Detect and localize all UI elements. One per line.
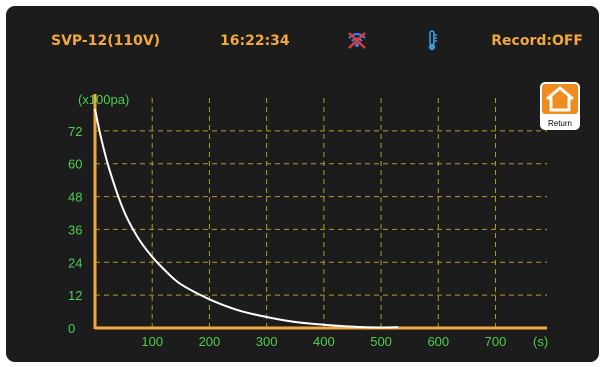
y-tick-label: 24 <box>68 255 82 270</box>
device-screen: SVP-12(110V) 16:22:34 Record:OFF 72 60 48 3… <box>6 6 599 362</box>
return-button-label: Return <box>540 119 580 128</box>
x-tick-label: 700 <box>485 334 507 349</box>
chart-axes <box>95 94 547 329</box>
y-tick-label: 36 <box>68 222 82 237</box>
x-tick-label: 100 <box>141 334 163 349</box>
home-icon <box>542 84 578 114</box>
x-tick-label: 200 <box>199 334 221 349</box>
x-tick-label: 400 <box>313 334 335 349</box>
y-axis-label: (x100pa) <box>78 92 129 107</box>
x-tick-label: 500 <box>370 334 392 349</box>
y-tick-label: 72 <box>68 124 82 139</box>
x-axis-ticks: 100 200 300 400 500 600 700 <box>141 334 506 349</box>
x-tick-label: 600 <box>427 334 449 349</box>
y-tick-label: 48 <box>68 190 82 205</box>
return-button[interactable]: Return <box>540 82 580 130</box>
x-tick-label: 300 <box>256 334 278 349</box>
y-tick-label: 60 <box>68 157 82 172</box>
y-tick-label: 12 <box>68 288 82 303</box>
pressure-chart: 72 60 48 36 24 12 0 100 200 300 400 500 600 700 (x10… <box>6 6 599 362</box>
x-axis-label: (s) <box>533 334 548 349</box>
y-tick-label: 0 <box>68 321 75 336</box>
chart-grid <box>95 98 547 328</box>
y-axis-ticks: 72 60 48 36 24 12 0 <box>68 124 82 336</box>
